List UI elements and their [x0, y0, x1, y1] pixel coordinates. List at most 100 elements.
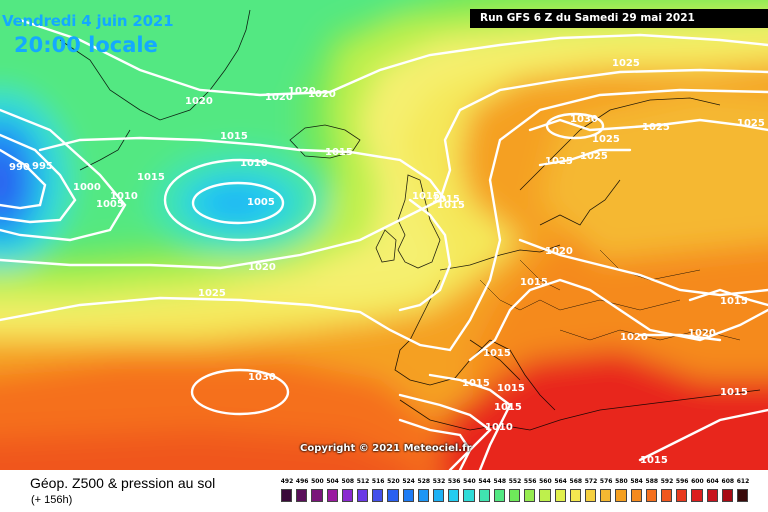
- isobar-1030-scandi: [545, 112, 605, 140]
- isobar-label: 1010: [485, 422, 513, 433]
- isobar-label: 1015: [520, 277, 548, 288]
- isobar-1020-north: [18, 18, 768, 97]
- color-scale-labels: 492 496 500 504 508 512 516 520 524 528 532 536 540 5…: [281, 478, 753, 488]
- color-scale-swatch: [554, 489, 566, 502]
- low-center: [207, 189, 263, 217]
- isobars: [0, 18, 768, 470]
- color-scale-label: 612: [736, 478, 750, 485]
- color-scale-label: 508: [341, 478, 355, 485]
- isobar-1010-med: [398, 418, 472, 470]
- color-scale-swatch: [448, 489, 460, 502]
- color-scale-label: 540: [463, 478, 476, 485]
- isobar-label: 990: [9, 162, 30, 173]
- isobar-1025-scandi: [528, 118, 768, 132]
- color-scale-label: 572: [584, 478, 598, 485]
- isobar-label: 1015: [325, 147, 353, 158]
- isobar-label: 1015: [137, 172, 165, 183]
- color-scale-swatch: [478, 489, 490, 502]
- copyright-notice: Copyright © 2021 Meteociel.fr: [300, 443, 472, 454]
- isobar-label: 1030: [570, 114, 598, 125]
- color-scale-swatch: [630, 489, 642, 502]
- geopotential-map: 1020 102010201020101510151015101010101005…: [0, 0, 768, 470]
- isobar-1030-atlantic: [190, 368, 290, 416]
- isobar-label: 1020: [248, 262, 276, 273]
- isobar-label: 1010: [110, 191, 138, 202]
- color-scale-swatch: [493, 489, 505, 502]
- isobar-label: 1025: [545, 156, 573, 167]
- color-scale-label: 512: [356, 478, 370, 485]
- isobar-label: 1020: [185, 96, 213, 107]
- coastlines: [59, 9, 761, 431]
- color-scale-label: 580: [615, 478, 628, 485]
- isobar-label: 1015: [412, 191, 440, 202]
- isobar-1015-med2: [398, 393, 492, 470]
- isobar-label: 1030: [248, 372, 276, 383]
- isobar-label: 1025: [580, 151, 608, 162]
- color-scale-label: 536: [447, 478, 461, 485]
- color-scale-label: 520: [387, 478, 400, 485]
- isobar-label: 1015: [497, 383, 525, 394]
- color-scale-swatch: [463, 489, 475, 502]
- isobar-1015-central: [468, 278, 768, 362]
- mediterranean-coast: [399, 389, 761, 431]
- isobar-label: 1015: [494, 402, 522, 413]
- isobar-label: 1020: [288, 86, 316, 97]
- color-scale-swatch: [661, 489, 673, 502]
- color-scale-label: 504: [326, 478, 339, 485]
- isobar-1010-low: [163, 158, 317, 242]
- borders: [479, 249, 741, 341]
- color-scale-swatch: [402, 489, 414, 502]
- isobar-1015-north: [38, 136, 447, 202]
- forecast-date: Vendredi 4 juin 2021: [2, 12, 174, 30]
- color-scale-label: 532: [432, 478, 446, 485]
- isobar-label: 1005: [96, 199, 124, 210]
- forecast-local-time: 20:00 locale: [14, 33, 158, 57]
- color-scale-swatch: [326, 489, 338, 502]
- color-scale-label: 524: [402, 478, 415, 485]
- color-scale-label: 516: [371, 478, 385, 485]
- color-scale-label: 608: [721, 478, 735, 485]
- isobar-1025-mid: [0, 88, 768, 352]
- color-scale-swatch: [296, 489, 308, 502]
- color-scale-label: 528: [417, 478, 431, 485]
- isobar-label: 1025: [642, 122, 670, 133]
- isobar-label: 1025: [737, 118, 765, 129]
- color-scale-label: 548: [493, 478, 507, 485]
- color-scale-swatch: [569, 489, 581, 502]
- far-southwest-red: [0, 430, 420, 470]
- color-scale-swatch: [509, 489, 521, 502]
- color-scale-swatch: [357, 489, 369, 502]
- isobar-1000-west: [0, 148, 47, 210]
- model-run-info: Run GFS 6 Z du Samedi 29 mai 2021: [470, 9, 768, 28]
- iceland-coast: [289, 124, 361, 159]
- color-scale-label: 592: [660, 478, 674, 485]
- isobar-label: 1015: [432, 194, 460, 205]
- isobar-label: 1025: [198, 288, 226, 299]
- isobar-1020-central: [518, 238, 768, 297]
- isobar-label: 1020: [308, 89, 336, 100]
- color-scale-label: 564: [554, 478, 567, 485]
- color-scale-swatch: [417, 489, 429, 502]
- color-scale-label: 492: [280, 478, 294, 485]
- color-scale-label: 544: [478, 478, 491, 485]
- color-scale-label: 496: [295, 478, 309, 485]
- variable-title: Géop. Z500 & pression au sol: [30, 475, 216, 491]
- isobar-label: 1025: [592, 134, 620, 145]
- color-scale-swatch: [721, 489, 733, 502]
- color-scale-swatch: [387, 489, 399, 502]
- isobar-label: 1015: [720, 387, 748, 398]
- color-scale-swatch: [281, 489, 293, 502]
- isobar-label: 1015: [640, 455, 668, 466]
- color-scale-swatch: [372, 489, 384, 502]
- color-scale-label: 576: [599, 478, 613, 485]
- scandinavia-coast: [519, 97, 721, 226]
- color-scale-label: 552: [508, 478, 522, 485]
- isobar-label: 1000: [73, 182, 101, 193]
- color-scale-swatch: [524, 489, 536, 502]
- isobar-1005-west: [0, 133, 77, 224]
- field-teal: [0, 0, 420, 250]
- color-scale-swatch: [539, 489, 551, 502]
- isobar-label: 1020: [265, 92, 293, 103]
- isobar-1015-west-europe: [398, 198, 452, 312]
